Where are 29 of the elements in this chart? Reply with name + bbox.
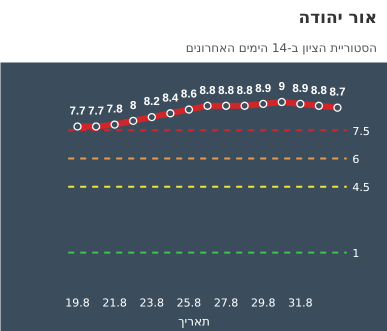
ref-line-label: 6	[352, 153, 360, 166]
data-label: 8.8	[236, 84, 254, 97]
data-label: 7.7	[88, 106, 104, 118]
x-tick-label: 31.8	[288, 296, 313, 310]
data-label: 8.8	[218, 84, 235, 97]
x-tick-label: 29.8	[250, 296, 276, 310]
x-tick-label: 19.8	[65, 296, 90, 310]
data-label: 8.9	[255, 82, 272, 95]
data-label: 8.4	[162, 92, 179, 104]
data-label: 7.8	[106, 104, 124, 116]
x-tick-label: 25.8	[176, 296, 202, 310]
chart-title: אור יהודה	[297, 7, 377, 30]
data-label: 8.6	[180, 88, 197, 101]
data-label: 8.8	[310, 84, 328, 97]
data-label: 9	[278, 81, 285, 94]
chart-subtitle: הסטוריית הציון ב-14 הימים האחרונים	[186, 40, 377, 58]
data-label: 8	[130, 100, 138, 112]
x-axis-title: תאריך	[178, 314, 210, 328]
data-label: 8.7	[329, 86, 346, 99]
data-label: 8.9	[292, 82, 308, 95]
ref-line-label: 1	[352, 247, 360, 260]
data-label: 8.2	[144, 96, 160, 108]
x-tick-label: 21.8	[102, 296, 127, 310]
x-tick-label: 23.8	[140, 296, 164, 310]
data-label: 7.7	[70, 106, 86, 118]
x-tick-label: 27.8	[214, 296, 238, 310]
ref-line-label: 4.5	[352, 181, 370, 194]
data-label: 8.8	[199, 84, 216, 97]
ref-line-label: 7.5	[352, 124, 370, 138]
